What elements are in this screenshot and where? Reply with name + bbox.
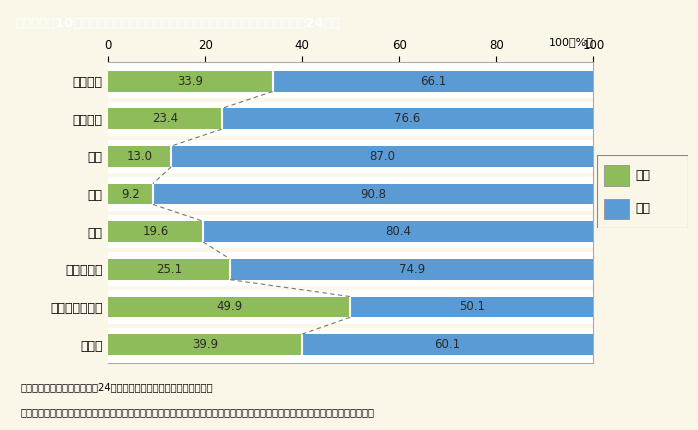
Bar bbox=[108, 71, 273, 92]
Text: 90.8: 90.8 bbox=[360, 187, 386, 200]
Bar bbox=[108, 334, 302, 355]
Text: 男子: 男子 bbox=[635, 203, 650, 215]
Bar bbox=[604, 165, 630, 185]
Text: （備考）　１．総務省「平成24年科学技術研究調査報告」より作成。: （備考） １．総務省「平成24年科学技術研究調査報告」より作成。 bbox=[21, 383, 214, 393]
Text: 74.9: 74.9 bbox=[399, 263, 425, 276]
Text: 60.1: 60.1 bbox=[434, 338, 461, 351]
Bar bbox=[108, 108, 222, 129]
Bar bbox=[203, 221, 593, 242]
Text: 9.2: 9.2 bbox=[121, 187, 140, 200]
Bar bbox=[171, 146, 593, 167]
Text: 87.0: 87.0 bbox=[369, 150, 395, 163]
Text: 第１－７－10図　専攻分野別に見た大学等の研究本務者の割合（男女別，平成24年）: 第１－７－10図 専攻分野別に見た大学等の研究本務者の割合（男女別，平成24年） bbox=[15, 17, 340, 30]
Text: ２．大学等：大学の学部（大学院の研究科を含む），短期大学，高等専門学校，大学附置研究所，大学共同利用機関等。: ２．大学等：大学の学部（大学院の研究科を含む），短期大学，高等専門学校，大学附置… bbox=[21, 408, 375, 418]
Bar bbox=[108, 221, 203, 242]
Bar bbox=[230, 259, 593, 280]
Text: 76.6: 76.6 bbox=[394, 112, 421, 125]
Bar bbox=[108, 146, 171, 167]
Bar bbox=[153, 184, 593, 204]
Bar bbox=[108, 297, 350, 317]
Text: 80.4: 80.4 bbox=[385, 225, 411, 238]
Text: 66.1: 66.1 bbox=[419, 75, 446, 88]
Text: 33.9: 33.9 bbox=[177, 75, 203, 88]
Bar bbox=[302, 334, 593, 355]
Bar bbox=[604, 199, 630, 219]
Text: 100（%）: 100（%） bbox=[549, 37, 593, 47]
Text: 39.9: 39.9 bbox=[192, 338, 218, 351]
Bar bbox=[108, 259, 230, 280]
Text: 49.9: 49.9 bbox=[216, 301, 242, 313]
Bar bbox=[273, 71, 593, 92]
Bar bbox=[108, 184, 153, 204]
Text: 19.6: 19.6 bbox=[142, 225, 169, 238]
Bar bbox=[222, 108, 593, 129]
Text: 50.1: 50.1 bbox=[459, 301, 485, 313]
Bar bbox=[350, 297, 593, 317]
Text: 女子: 女子 bbox=[635, 169, 650, 182]
Text: 25.1: 25.1 bbox=[156, 263, 182, 276]
Text: 13.0: 13.0 bbox=[127, 150, 153, 163]
Text: 23.4: 23.4 bbox=[152, 112, 178, 125]
